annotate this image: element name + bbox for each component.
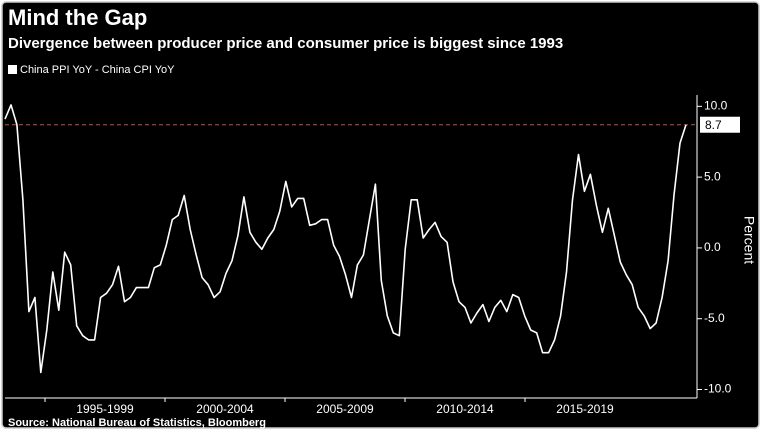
x-tick-label: 2000-2004 xyxy=(196,402,254,416)
chart-background xyxy=(1,1,760,429)
y-tick-label: 5.0 xyxy=(704,169,721,183)
y-tick-label: -10.0 xyxy=(704,382,732,396)
y-axis-label: Percent xyxy=(741,216,757,264)
line-series xyxy=(4,104,687,374)
chart-subtitle: Divergence between producer price and co… xyxy=(8,35,563,52)
y-tick-label: 0.0 xyxy=(704,240,721,254)
value-label: 8.7 xyxy=(705,118,722,132)
value-label-box xyxy=(700,116,740,133)
source: Source: National Bureau of Statistics, B… xyxy=(8,417,266,429)
y-tick-label: 10.0 xyxy=(704,98,728,112)
legend-label: China PPI YoY - China CPI YoY xyxy=(20,64,175,76)
x-tick-label: 2010-2014 xyxy=(436,402,494,416)
y-tick-label: -5.0 xyxy=(704,311,725,325)
legend-swatch xyxy=(8,65,17,74)
x-tick-label: 2015-2019 xyxy=(556,402,614,416)
chart-title: Mind the Gap xyxy=(8,5,147,30)
x-tick-label: 2005-2009 xyxy=(316,402,374,416)
x-tick-label: 1995-1999 xyxy=(76,402,134,416)
